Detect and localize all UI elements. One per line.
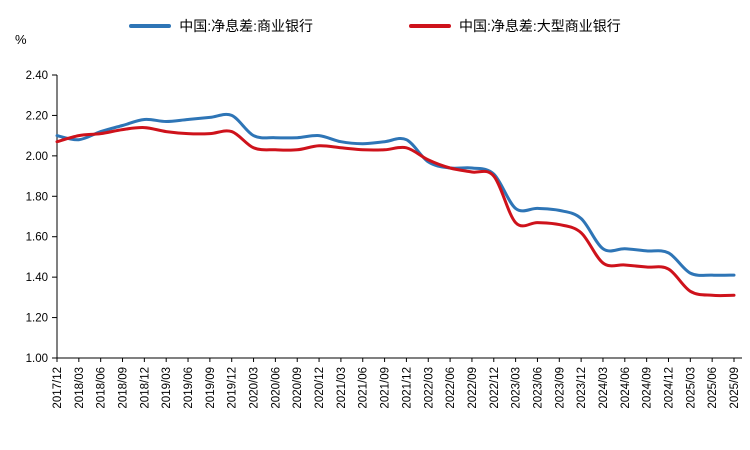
- x-axis-tick-label: 2022/09: [467, 367, 479, 409]
- x-axis-tick-label: 2024/09: [642, 367, 654, 409]
- x-axis-tick-label: 2025/03: [685, 367, 697, 409]
- y-axis-tick-label: 1.80: [26, 191, 48, 203]
- x-axis-tick-label: 2023/06: [532, 367, 544, 409]
- x-axis-tick-label: 2024/12: [663, 367, 675, 409]
- x-axis-tick-label: 2020/06: [270, 367, 282, 409]
- legend-label-commercial-banks: 中国:净息差:商业银行: [179, 18, 313, 34]
- y-axis-tick-label: 1.00: [26, 353, 48, 365]
- legend-item-large-commercial-banks: 中国:净息差:大型商业银行: [409, 16, 621, 36]
- legend-line-icon-blue: [129, 24, 172, 28]
- x-axis-tick-label: 2022/03: [423, 367, 435, 409]
- x-axis-tick-label: 2022/06: [445, 367, 457, 409]
- x-axis-tick-label: 2021/12: [401, 367, 413, 409]
- x-axis-tick-label: 2019/09: [205, 367, 217, 409]
- x-axis-tick-label: 2017/12: [52, 367, 64, 409]
- series-line-1: [55, 126, 736, 298]
- y-axis-tick-label: 1.20: [26, 313, 48, 325]
- x-axis-tick-label: 2020/03: [249, 367, 261, 409]
- legend-item-commercial-banks: 中国:净息差:商业银行: [129, 16, 313, 36]
- x-axis-tick-label: 2019/06: [183, 367, 195, 409]
- y-axis-tick-label: 1.40: [26, 272, 48, 284]
- x-axis-tick-label: 2018/03: [74, 367, 86, 409]
- x-axis-tick-label: 2019/12: [227, 367, 239, 409]
- y-axis-unit-label: %: [15, 32, 27, 47]
- x-axis-tick-label: 2018/06: [96, 367, 108, 409]
- series-line-0: [55, 112, 736, 277]
- x-axis-tick-label: 2024/06: [620, 367, 632, 409]
- x-axis-tick-label: 2023/09: [554, 367, 566, 409]
- y-axis-tick-label: 2.20: [26, 110, 48, 122]
- x-axis-tick-label: 2023/12: [576, 367, 588, 409]
- chart-legend: 中国:净息差:商业银行 中国:净息差:大型商业银行: [0, 16, 750, 36]
- x-axis-tick-label: 2019/03: [161, 367, 173, 409]
- legend-line-icon-red: [409, 24, 451, 28]
- y-axis-tick-label: 1.60: [26, 232, 48, 244]
- x-axis-tick-label: 2021/09: [380, 367, 392, 409]
- y-axis-tick-label: 2.00: [26, 151, 48, 163]
- x-axis-tick-label: 2025/06: [707, 367, 719, 409]
- x-axis-tick-label: 2023/03: [511, 367, 523, 409]
- x-axis-tick-label: 2018/09: [118, 367, 130, 409]
- x-axis-tick-label: 2021/03: [336, 367, 348, 409]
- x-axis-tick-label: 2018/12: [139, 367, 151, 409]
- y-axis-tick-label: 2.40: [26, 70, 48, 82]
- x-axis-tick-label: 2020/09: [292, 367, 304, 409]
- x-axis-tick-label: 2024/03: [598, 367, 610, 409]
- x-axis-tick-label: 2020/12: [314, 367, 326, 409]
- x-axis-tick-label: 2021/06: [358, 367, 370, 409]
- x-axis-tick-label: 2022/12: [489, 367, 501, 409]
- legend-label-large-commercial-banks: 中国:净息差:大型商业银行: [459, 18, 621, 34]
- x-axis-tick-label: 2025/09: [729, 367, 741, 409]
